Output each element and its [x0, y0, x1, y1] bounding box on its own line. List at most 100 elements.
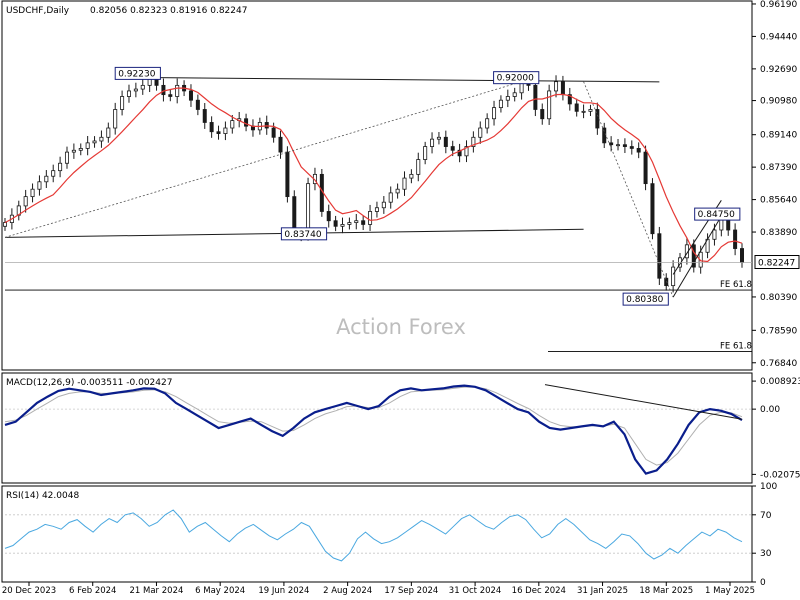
rsi-axis-label: 100 — [760, 482, 777, 492]
candle-body — [471, 136, 476, 147]
candle-body — [44, 175, 49, 183]
x-axis-label: 18 Mar 2025 — [639, 586, 693, 596]
candle-body — [354, 220, 359, 223]
candle-body — [223, 127, 228, 134]
candle-body — [64, 151, 69, 164]
low-label-0-83740-box — [280, 227, 328, 241]
candle-body — [733, 229, 738, 249]
x-axis-label: 6 Feb 2024 — [69, 586, 117, 596]
chart-ohlc: 0.82056 0.82323 0.81916 0.82247 — [90, 6, 247, 16]
candle-body — [567, 94, 572, 105]
candle-body — [195, 99, 200, 110]
candle-body — [37, 181, 42, 190]
candle-body — [395, 188, 400, 194]
candle-body — [175, 84, 180, 97]
candle-body — [23, 196, 28, 207]
candle-body — [712, 229, 717, 240]
candle-body — [161, 84, 166, 96]
candle-body — [588, 109, 593, 112]
candle-body — [326, 211, 331, 222]
candle-body — [92, 140, 97, 144]
candle-body — [560, 81, 565, 96]
candle-body — [423, 146, 428, 160]
moving-average-line — [4, 87, 743, 263]
candle-body — [657, 233, 662, 279]
candle-body — [650, 183, 655, 235]
price-axis-label: 0.76840 — [760, 359, 797, 369]
x-axis-label: 16 Dec 2024 — [512, 586, 566, 596]
candle-body — [740, 248, 745, 263]
candle-body — [202, 109, 207, 123]
candle-body — [416, 159, 421, 175]
candle-body — [602, 127, 607, 144]
candle-body — [664, 277, 669, 287]
rsi-panel[interactable] — [1, 485, 753, 583]
label-0-84750: 0.84750 — [698, 210, 735, 220]
macd-axis-label: 0.008923 — [760, 377, 800, 387]
chart-symbol: USDCHF,Daily — [6, 6, 70, 16]
candle-body — [209, 122, 214, 133]
x-axis-label: 31 Oct 2024 — [449, 586, 502, 596]
candle-body — [533, 84, 538, 110]
low-label-0-80380: 0.80380 — [626, 295, 663, 305]
high-label-0-92000: 0.92000 — [497, 74, 534, 84]
candle-body — [436, 136, 441, 140]
macd-line — [4, 384, 743, 475]
candle-body — [478, 127, 483, 138]
candle-body — [443, 136, 448, 147]
candle-body — [616, 144, 621, 147]
candle-body — [691, 244, 696, 268]
x-axis-label: 17 Sep 2024 — [384, 586, 438, 596]
rsi-title: RSI(14) 42.0048 — [6, 491, 79, 501]
macd-axis-label: -0.020759 — [760, 470, 800, 480]
grid-layer — [5, 408, 752, 554]
candle-body — [430, 138, 435, 147]
fe-label: FE 61.8 — [720, 280, 752, 290]
candle-body — [71, 149, 76, 153]
candle-body — [78, 148, 83, 151]
candle-body — [264, 122, 269, 129]
watermark: Action Forex — [336, 315, 466, 339]
candle-body — [120, 96, 125, 110]
candle-body — [126, 90, 131, 97]
low-label-0-80380-box — [622, 292, 669, 306]
candle-body — [402, 177, 407, 190]
price-layer — [3, 70, 745, 293]
candle-body — [278, 136, 283, 153]
candle-body — [340, 224, 345, 227]
candle-body — [140, 84, 145, 90]
candle-body — [643, 151, 648, 185]
candle-body — [574, 103, 579, 112]
candle-body — [581, 110, 586, 113]
resistance-trendline — [128, 76, 660, 83]
candle-body — [168, 94, 173, 97]
candle-body — [113, 109, 118, 129]
candle-body — [547, 90, 552, 120]
rsi-line — [4, 509, 743, 562]
dashed-rising-line — [4, 81, 522, 238]
price-axis-label: 0.94440 — [760, 32, 797, 42]
candle-body — [368, 211, 373, 225]
candle-body — [381, 201, 386, 209]
candle-body — [106, 127, 111, 138]
candle-body — [333, 220, 338, 227]
candle-body — [58, 162, 63, 172]
x-axis-label: 20 Dec 2023 — [2, 586, 56, 596]
annotation-layer: FE 61.8 FE 61.8 0.92230 0.92000 0.84750 0.837… — [4, 66, 752, 352]
macd-layer — [4, 384, 743, 475]
macd-title: MACD(12,26,9) -0.003511 -0.002427 — [6, 378, 172, 388]
high-label-0-92000-box — [493, 71, 540, 85]
price-axis-label: 0.96190 — [760, 0, 797, 10]
x-axis-label: 2 Aug 2024 — [323, 586, 372, 596]
rsi-layer — [4, 509, 743, 562]
candle-body — [244, 118, 249, 127]
candle-body — [409, 173, 414, 179]
channel-lower — [672, 215, 722, 298]
candle-body — [30, 188, 35, 198]
candle-body — [485, 118, 490, 129]
candle-body — [374, 207, 379, 212]
high-label-0-92230-box — [114, 66, 161, 80]
candle-body — [492, 107, 497, 120]
